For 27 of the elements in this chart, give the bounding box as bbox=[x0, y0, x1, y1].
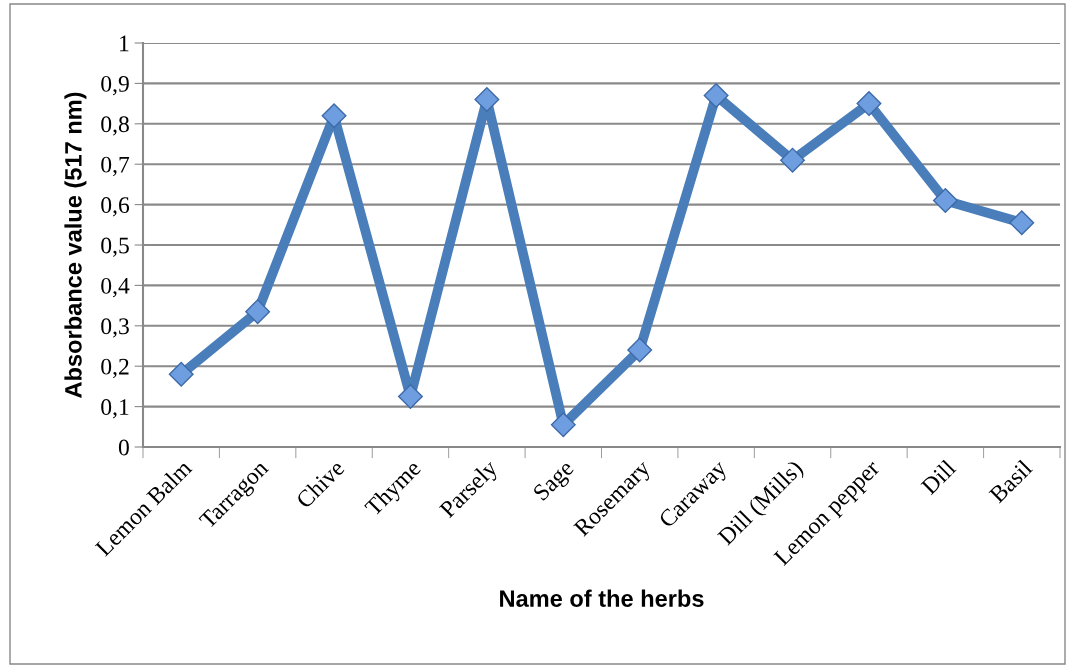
y-tick-label: 0,4 bbox=[101, 277, 130, 298]
point bbox=[168, 361, 194, 387]
x-tick-label: Sage bbox=[532, 459, 578, 505]
y-tick-label: 0,6 bbox=[101, 197, 130, 217]
y-tick-label: 0,5 bbox=[101, 237, 129, 257]
point bbox=[780, 147, 806, 173]
y-tick-label: 1 bbox=[120, 35, 129, 52]
y-tick-label: 0,9 bbox=[101, 75, 129, 96]
y-tick-label: 0,8 bbox=[101, 116, 129, 136]
y-axis-title: Absorbance value (517 nm) bbox=[64, 92, 87, 398]
point bbox=[932, 188, 958, 214]
point bbox=[703, 83, 729, 109]
y-tick-label: 0,3 bbox=[101, 318, 129, 338]
y-tick-label: 0 bbox=[118, 439, 129, 456]
point bbox=[474, 87, 500, 113]
y-tick-label: 0,1 bbox=[101, 399, 129, 419]
x-tick-label: Dill bbox=[919, 458, 957, 496]
point bbox=[627, 337, 653, 363]
y-tick-label: 0,2 bbox=[101, 358, 129, 379]
point bbox=[245, 299, 271, 325]
point bbox=[550, 412, 576, 438]
point bbox=[397, 384, 423, 409]
point bbox=[856, 91, 882, 117]
x-axis-title: Name of the herbs bbox=[500, 589, 704, 607]
point bbox=[1009, 210, 1035, 236]
point bbox=[321, 103, 347, 129]
y-tick-label: 0,7 bbox=[101, 156, 130, 177]
